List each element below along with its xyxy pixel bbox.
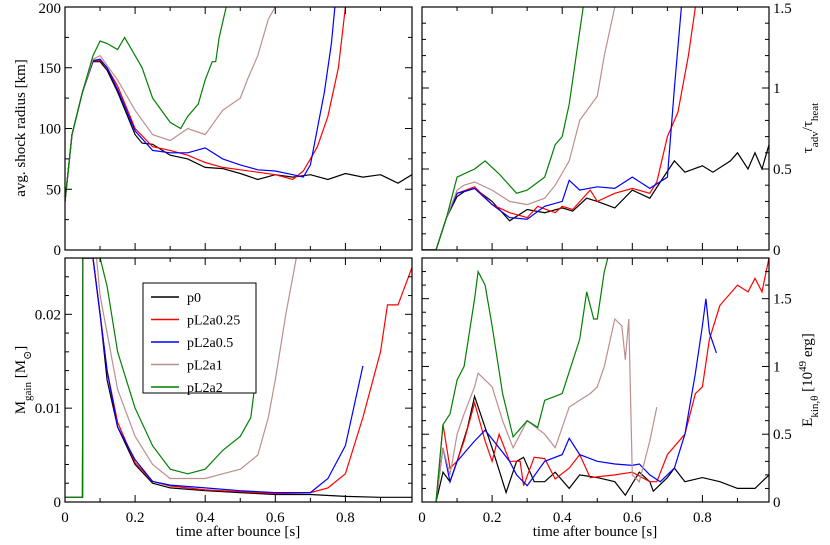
panel-top-right: 0 0.5 1 1.5 <box>421 1 792 259</box>
legend-label: p0 <box>187 291 201 306</box>
y-tick-label: 0 <box>773 495 781 511</box>
series-pL2a2 <box>65 7 227 202</box>
legend-item: pL2a1 <box>151 359 223 374</box>
br-xlabel: time after bounce [s] <box>533 524 658 540</box>
series-p0 <box>435 394 769 502</box>
plot-frame <box>64 6 413 251</box>
y-tick-label: 1.5 <box>773 292 792 308</box>
panel-bottom-right: 0 0.2 0.4 0.6 0.8 0 0.5 1 1.5 <box>418 257 792 526</box>
series-pL2a0.5 <box>65 258 364 498</box>
series-pL2a0.25 <box>422 7 696 250</box>
series-pL2a1 <box>435 317 658 502</box>
legend-item: pL2a2 <box>151 381 223 396</box>
y-tick-label: 200 <box>39 1 62 17</box>
y-tick-label: 50 <box>46 182 61 198</box>
x-tick-label: 0.2 <box>483 510 502 526</box>
x-tick-label: 0.4 <box>196 510 215 526</box>
legend-label: pL2a1 <box>187 359 223 374</box>
x-tick-label: 0 <box>61 510 69 526</box>
series-p0 <box>65 258 412 498</box>
series-pL2a0.5 <box>422 7 682 250</box>
series-pL2a2 <box>435 258 609 502</box>
series-pL2a1 <box>65 258 297 498</box>
plot-frame <box>64 257 413 503</box>
series-p0 <box>65 61 412 202</box>
y-tick-label: 0.02 <box>35 307 61 323</box>
plot-frame <box>421 257 770 503</box>
plot-frame <box>421 6 770 251</box>
y-tick-label: 150 <box>39 61 62 77</box>
legend-label: pL2a0.25 <box>187 314 240 329</box>
x-tick-label: 0.6 <box>266 510 285 526</box>
y-tick-label: 0.01 <box>35 401 61 417</box>
tr-ylabel: τadv/τheat <box>800 103 821 153</box>
bl-ylabel: Mgain [M⊙] <box>13 346 34 415</box>
y-tick-label: 100 <box>39 122 62 138</box>
legend-item: pL2a0.25 <box>151 314 240 329</box>
legend-item: p0 <box>151 291 201 306</box>
legend-item: pL2a0.5 <box>151 336 233 351</box>
legend: p0 pL2a0.25 pL2a0.5 pL2a1 pL2a2 <box>142 282 257 396</box>
x-tick-label: 0.8 <box>693 510 712 526</box>
x-tick-label: 0.2 <box>126 510 145 526</box>
bl-xlabel: time after bounce [s] <box>176 524 301 540</box>
x-tick-label: 0.4 <box>553 510 572 526</box>
y-tick-label: 0 <box>54 495 62 511</box>
y-tick-label: 0 <box>773 243 781 259</box>
x-tick-label: 0 <box>418 510 426 526</box>
legend-label: pL2a2 <box>187 381 223 396</box>
series-pL2a2 <box>65 258 255 498</box>
series-pL2a1 <box>65 7 276 202</box>
panel-bottom-left: 0 0.2 0.4 0.6 0.8 0 0.01 0.02 <box>35 257 413 526</box>
legend-label: pL2a0.5 <box>187 336 233 351</box>
y-tick-label: 0 <box>54 243 62 259</box>
series-pL2a0.5 <box>65 7 336 202</box>
y-tick-label: 1 <box>773 359 781 375</box>
series-pL2a1 <box>422 7 616 250</box>
br-ylabel: Ekin,θ [1049 erg] <box>797 333 821 427</box>
series-pL2a0.25 <box>65 7 346 202</box>
series-p0 <box>422 144 769 250</box>
panel-top-left: 0 50 100 150 200 <box>39 1 413 259</box>
x-tick-label: 0.6 <box>623 510 642 526</box>
y-tick-label: 1 <box>773 81 781 97</box>
series-pL2a2 <box>422 7 584 250</box>
y-tick-label: 0.5 <box>773 162 792 178</box>
y-tick-label: 1.5 <box>773 1 792 17</box>
x-tick-label: 0.8 <box>336 510 355 526</box>
y-tick-label: 0.5 <box>773 427 792 443</box>
tl-ylabel: avg. shock radius [km] <box>13 59 29 196</box>
series-pL2a0.5 <box>435 298 717 502</box>
